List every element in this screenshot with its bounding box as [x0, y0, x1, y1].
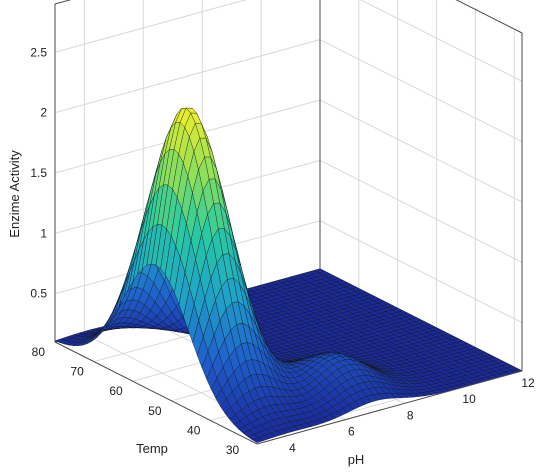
- y-tick-label: 60: [109, 384, 123, 398]
- grid-line: [359, 0, 523, 82]
- axes-front-edges: [54, 341, 523, 445]
- z-tick-label: 2: [40, 106, 47, 120]
- tick-labels: 4 6 8 10 12 30 40 50 60 70 80 0.5 1 1.5 2 2.5: [30, 45, 535, 457]
- x-tick-label: 8: [407, 408, 414, 422]
- z-tick-label: 1: [40, 226, 47, 240]
- z-tick-label: 2.5: [30, 45, 47, 59]
- grid-line: [319, 39, 523, 143]
- y-tick-label: 40: [187, 423, 201, 437]
- y-axis-label: Temp: [136, 441, 168, 456]
- axes-edge: [54, 0, 72, 5]
- axes-edge: [256, 370, 523, 445]
- surface-patch: [251, 437, 264, 444]
- axes-edge: [54, 341, 258, 445]
- y-tick-label: 30: [226, 443, 240, 457]
- y-tick-label: 70: [70, 365, 84, 379]
- z-axis-label: Enzime Activity: [7, 150, 22, 238]
- grid-line: [319, 99, 523, 203]
- x-axis-label: pH: [348, 452, 365, 467]
- axes-edge: [455, 0, 523, 34]
- z-tick-label: 1.5: [30, 166, 47, 180]
- surface: [54, 107, 523, 444]
- y-tick-label: 50: [148, 404, 162, 418]
- x-tick-label: 6: [348, 425, 355, 439]
- y-tick-label: 80: [32, 345, 46, 359]
- x-tick-label: 10: [462, 392, 476, 406]
- grid-line: [319, 220, 523, 324]
- grid-line: [319, 159, 523, 263]
- x-tick-label: 4: [289, 441, 296, 455]
- x-tick-label: 12: [521, 376, 535, 390]
- z-tick-label: 0.5: [30, 287, 47, 301]
- grid-line: [54, 0, 247, 53]
- grid-line: [54, 39, 321, 114]
